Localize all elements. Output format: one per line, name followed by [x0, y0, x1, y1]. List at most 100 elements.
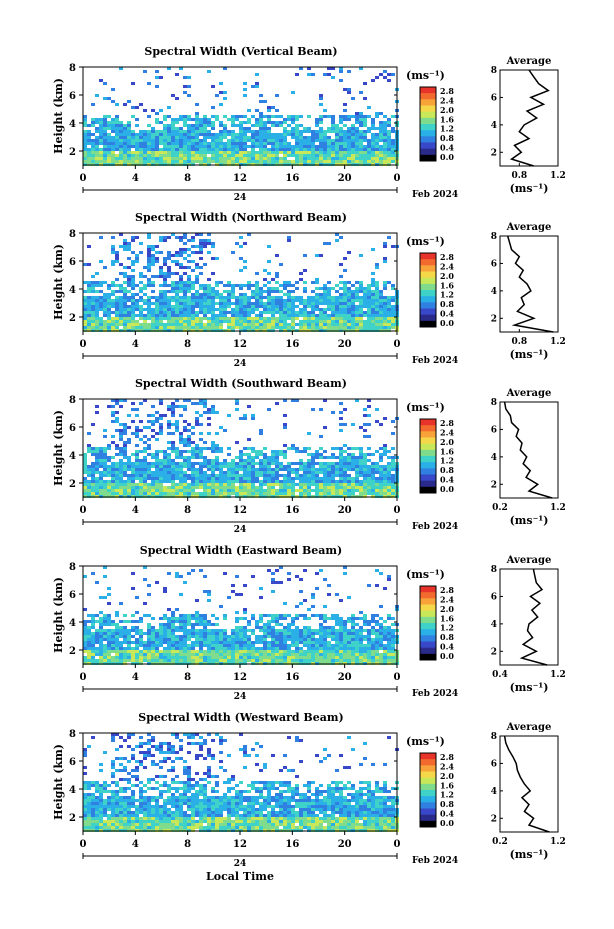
heatmap-cell — [287, 148, 291, 151]
heatmap-cell — [363, 314, 367, 317]
heatmap-cell — [167, 420, 171, 423]
heatmap-cell — [247, 323, 251, 326]
heatmap-cell — [99, 611, 103, 614]
heatmap-cell — [223, 160, 227, 163]
heatmap-cell — [387, 305, 391, 308]
heatmap-cell — [323, 73, 327, 76]
heatmap-cell — [303, 492, 307, 495]
heatmap-cell — [143, 647, 147, 650]
heatmap-cell — [243, 88, 247, 91]
heatmap-cell — [291, 121, 295, 124]
heatmap-cell — [135, 293, 139, 296]
heatmap-cell — [107, 635, 111, 638]
heatmap-cell — [239, 417, 243, 420]
heatmap-cell — [195, 477, 199, 480]
heatmap-cell — [123, 272, 127, 275]
heatmap-cell — [135, 106, 139, 109]
heatmap-cell — [351, 423, 355, 426]
heatmap-cell — [319, 154, 323, 157]
heatmap-cell — [95, 272, 99, 275]
heatmap-cell — [95, 453, 99, 456]
heatmap-cell — [251, 486, 255, 489]
heatmap-cell — [347, 160, 351, 163]
heatmap-cell — [235, 659, 239, 662]
heatmap-cell — [291, 305, 295, 308]
heatmap-cell — [203, 462, 207, 465]
heatmap-cell — [295, 656, 299, 659]
heatmap-cell — [219, 320, 223, 323]
heatmap-cell — [251, 659, 255, 662]
heatmap-cell — [239, 659, 243, 662]
heatmap-cell — [123, 148, 127, 151]
x-tick-label: 8 — [184, 505, 191, 516]
heatmap-cell — [343, 459, 347, 462]
heatmap-cell — [307, 157, 311, 160]
heatmap-cell — [231, 638, 235, 641]
heatmap-cell — [287, 480, 291, 483]
heatmap-cell — [267, 477, 271, 480]
heatmap-cell — [215, 465, 219, 468]
heatmap-cell — [99, 656, 103, 659]
heatmap-cell — [167, 124, 171, 127]
heatmap-cell — [131, 408, 135, 411]
heatmap-cell — [91, 133, 95, 136]
colorbar-swatch — [420, 425, 436, 432]
heatmap-cell — [339, 130, 343, 133]
heatmap-cell — [243, 130, 247, 133]
heatmap-cell — [83, 311, 87, 314]
heatmap-cell — [91, 638, 95, 641]
heatmap-cell — [375, 420, 379, 423]
heatmap-cell — [303, 130, 307, 133]
heatmap-cell — [103, 121, 107, 124]
heatmap-cell — [267, 133, 271, 136]
heatmap-cell — [143, 109, 147, 112]
heatmap-cell — [139, 629, 143, 632]
heatmap-cell — [355, 287, 359, 290]
heatmap-cell — [259, 465, 263, 468]
heatmap-cell — [263, 653, 267, 656]
heatmap-cell — [107, 311, 111, 314]
heatmap-cell — [159, 236, 163, 239]
heatmap-cell — [139, 465, 143, 468]
heatmap-cell — [207, 148, 211, 151]
heatmap-cell — [291, 629, 295, 632]
heatmap-cell — [379, 320, 383, 323]
heatmap-cell — [391, 326, 395, 329]
heatmap-cell — [103, 311, 107, 314]
heatmap-cell — [183, 399, 187, 402]
heatmap-cell — [195, 130, 199, 133]
heatmap-cell — [175, 148, 179, 151]
heatmap-cell — [95, 151, 99, 154]
heatmap-cell — [367, 483, 371, 486]
heatmap-cell — [271, 647, 275, 650]
colorbar-swatch — [420, 124, 436, 131]
heatmap-cell — [347, 483, 351, 486]
heatmap-cell — [255, 480, 259, 483]
heatmap-cell — [299, 302, 303, 305]
heatmap-cell — [191, 269, 195, 272]
heatmap-cell — [103, 127, 107, 130]
heatmap-cell — [103, 148, 107, 151]
heatmap-cell — [311, 148, 315, 151]
heatmap-cell — [159, 148, 163, 151]
heatmap-cell — [343, 483, 347, 486]
heatmap-cell — [163, 260, 167, 263]
heatmap-cell — [175, 305, 179, 308]
heatmap-cell — [183, 76, 187, 79]
heatmap-cell — [367, 142, 371, 145]
heatmap-cell — [199, 151, 203, 154]
heatmap-cell — [95, 411, 99, 414]
heatmap-cell — [159, 426, 163, 429]
heatmap-cell — [115, 139, 119, 142]
heatmap-cell — [167, 302, 171, 305]
average-frame — [499, 235, 559, 333]
heatmap-cell — [155, 317, 159, 320]
heatmap-cell — [199, 121, 203, 124]
heatmap-cell — [115, 124, 119, 127]
heatmap-cell — [83, 492, 87, 495]
heatmap-cell — [171, 465, 175, 468]
heatmap-cell — [387, 302, 391, 305]
heatmap-cell — [283, 474, 287, 477]
heatmap-cell — [379, 157, 383, 160]
heatmap-cell — [183, 459, 187, 462]
